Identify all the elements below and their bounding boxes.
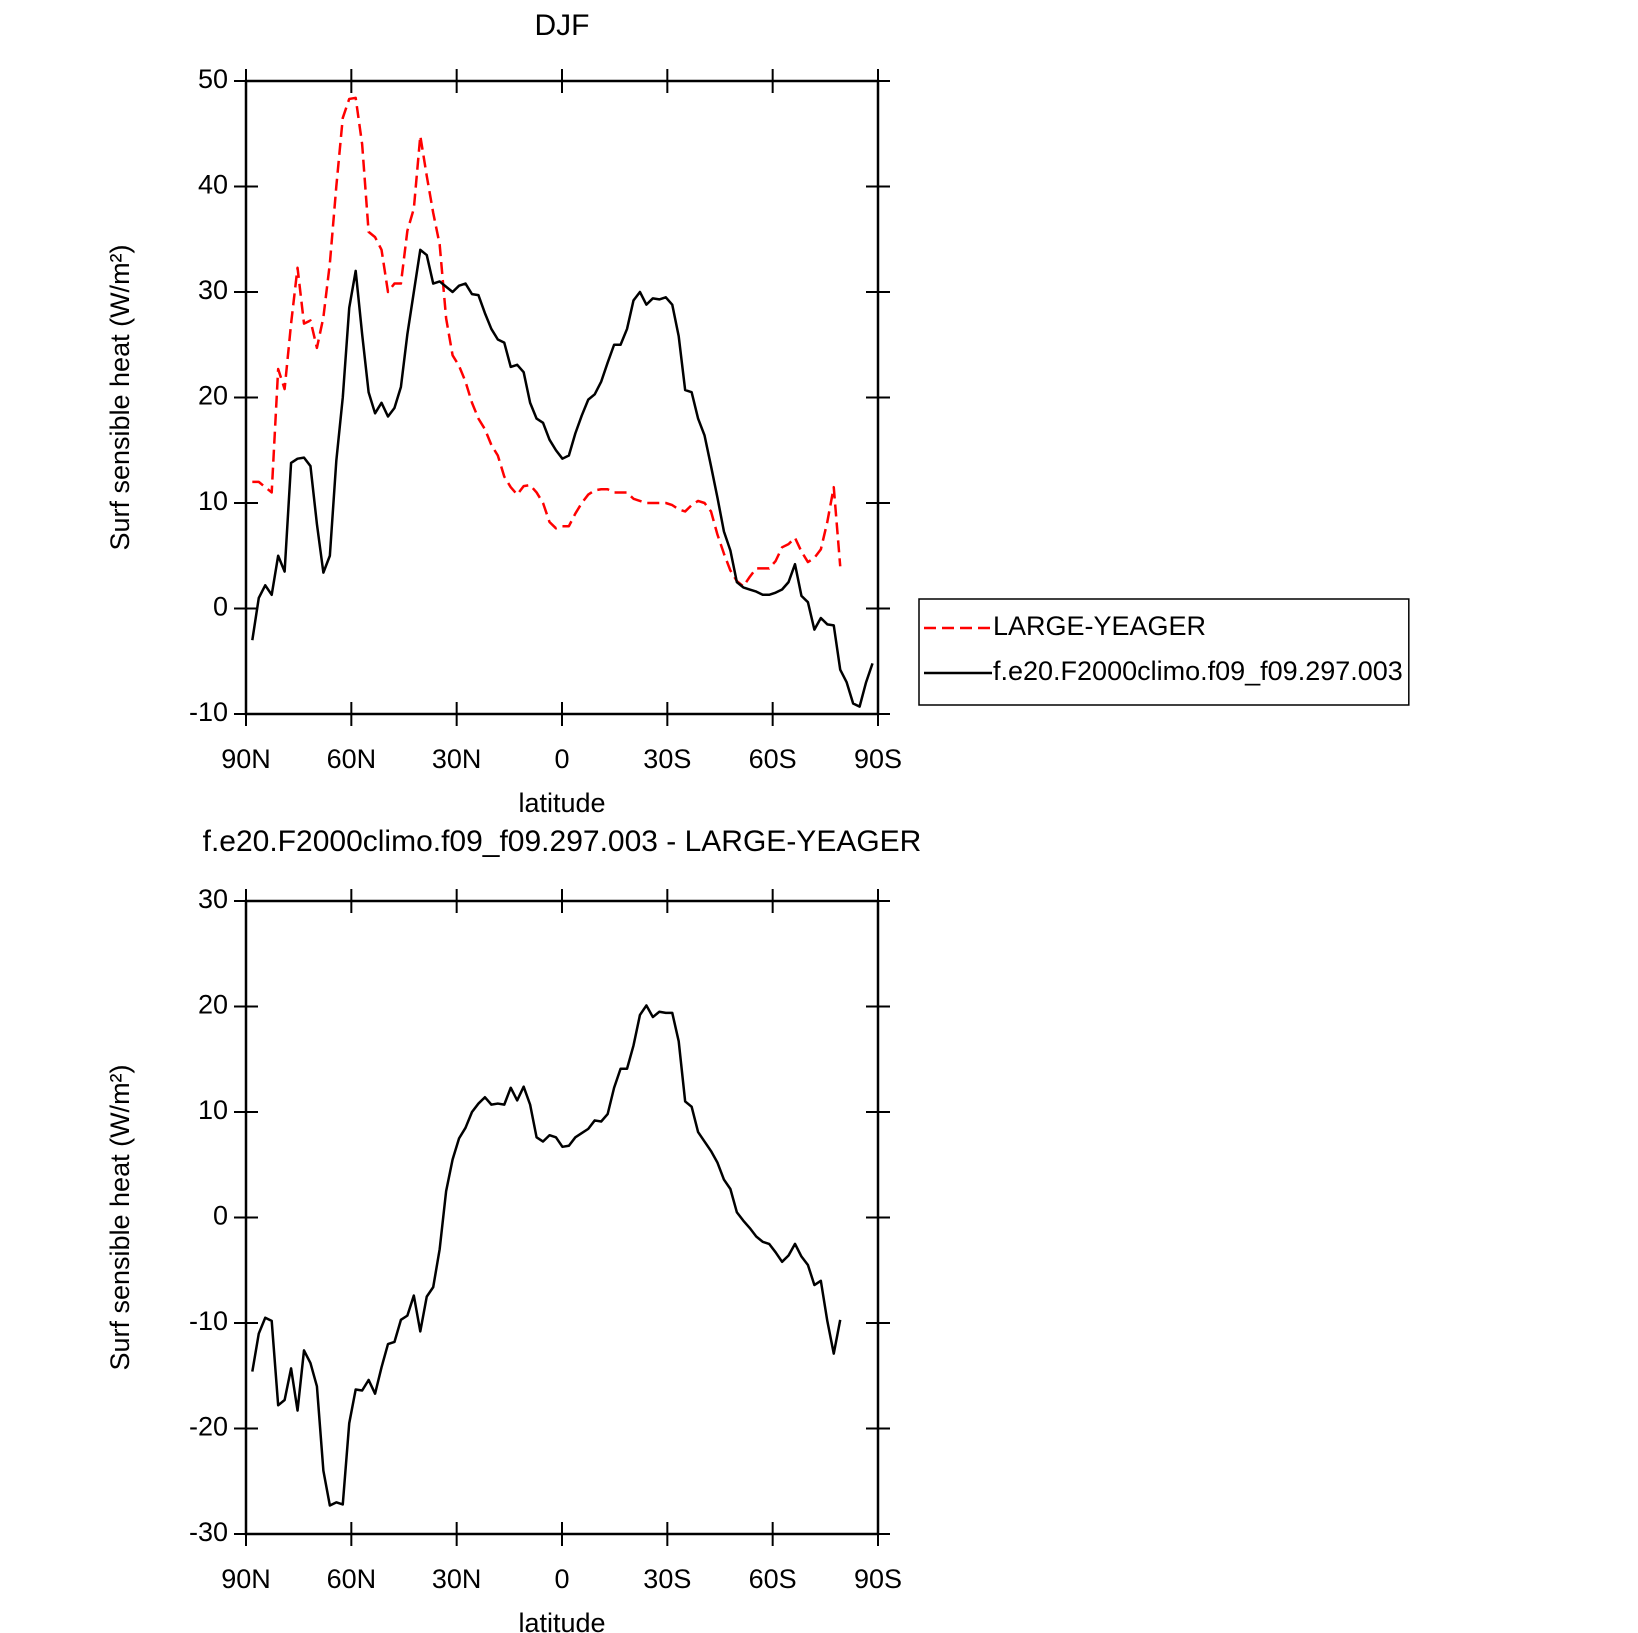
y-tick-label: -30 <box>189 1517 228 1547</box>
y-axis-label: Surf sensible heat (W/m²) <box>105 244 135 550</box>
y-tick-label: 20 <box>198 990 228 1020</box>
x-tick-label: 60S <box>749 744 797 774</box>
x-tick-label: 90N <box>221 744 271 774</box>
data-line <box>252 96 842 588</box>
x-tick-label: 30S <box>643 744 691 774</box>
chart-title: f.e20.F2000climo.f09_f09.297.003 - LARGE… <box>203 825 922 858</box>
plot: DJF latitude Surf sensible heat (W/m²) -10 0… <box>105 9 1410 818</box>
x-tick-label: 90S <box>854 744 902 774</box>
y-tick-label: 10 <box>198 1095 228 1125</box>
x-tick-label: 90N <box>221 1564 271 1594</box>
data-line <box>251 248 874 708</box>
y-tick-label: -10 <box>189 697 228 727</box>
y-tick-label: 20 <box>198 381 228 411</box>
chart-title: DJF <box>535 9 590 42</box>
x-tick-label: 0 <box>554 744 569 774</box>
legend-label: LARGE-YEAGER <box>993 611 1206 641</box>
data-line <box>251 1004 842 1507</box>
x-tick-label: 60S <box>749 1564 797 1594</box>
y-tick-label: 0 <box>213 1201 228 1231</box>
x-tick-label: 30S <box>643 1564 691 1594</box>
legend: LARGE-YEAGER f.e20.F2000climo.f09_f09.297… <box>918 598 1410 706</box>
y-axis-label: Surf sensible heat (W/m²) <box>105 1064 135 1370</box>
x-tick-label: 60N <box>327 1564 377 1594</box>
y-tick-label: -10 <box>189 1306 228 1336</box>
plot-frame <box>244 79 880 716</box>
x-axis-label: latitude <box>518 788 605 818</box>
x-axis-label: latitude <box>518 1608 605 1633</box>
y-tick-label: 30 <box>198 884 228 914</box>
plot-frame <box>244 899 880 1536</box>
plot: f.e20.F2000climo.f09_f09.297.003 - LARGE… <box>105 825 921 1633</box>
y-tick-label: 0 <box>213 592 228 622</box>
y-tick-label: 10 <box>198 486 228 516</box>
y-tick-label: 30 <box>198 275 228 305</box>
x-tick-label: 60N <box>327 744 377 774</box>
legend-label: f.e20.F2000climo.f09_f09.297.003 <box>993 656 1403 686</box>
y-tick-label: 40 <box>198 170 228 200</box>
x-tick-label: 30N <box>432 744 482 774</box>
x-tick-label: 0 <box>554 1564 569 1594</box>
legend-box <box>918 598 1410 706</box>
x-tick-label: 30N <box>432 1564 482 1594</box>
y-tick-label: 50 <box>198 64 228 94</box>
y-tick-label: -20 <box>189 1412 228 1442</box>
x-tick-label: 90S <box>854 1564 902 1594</box>
